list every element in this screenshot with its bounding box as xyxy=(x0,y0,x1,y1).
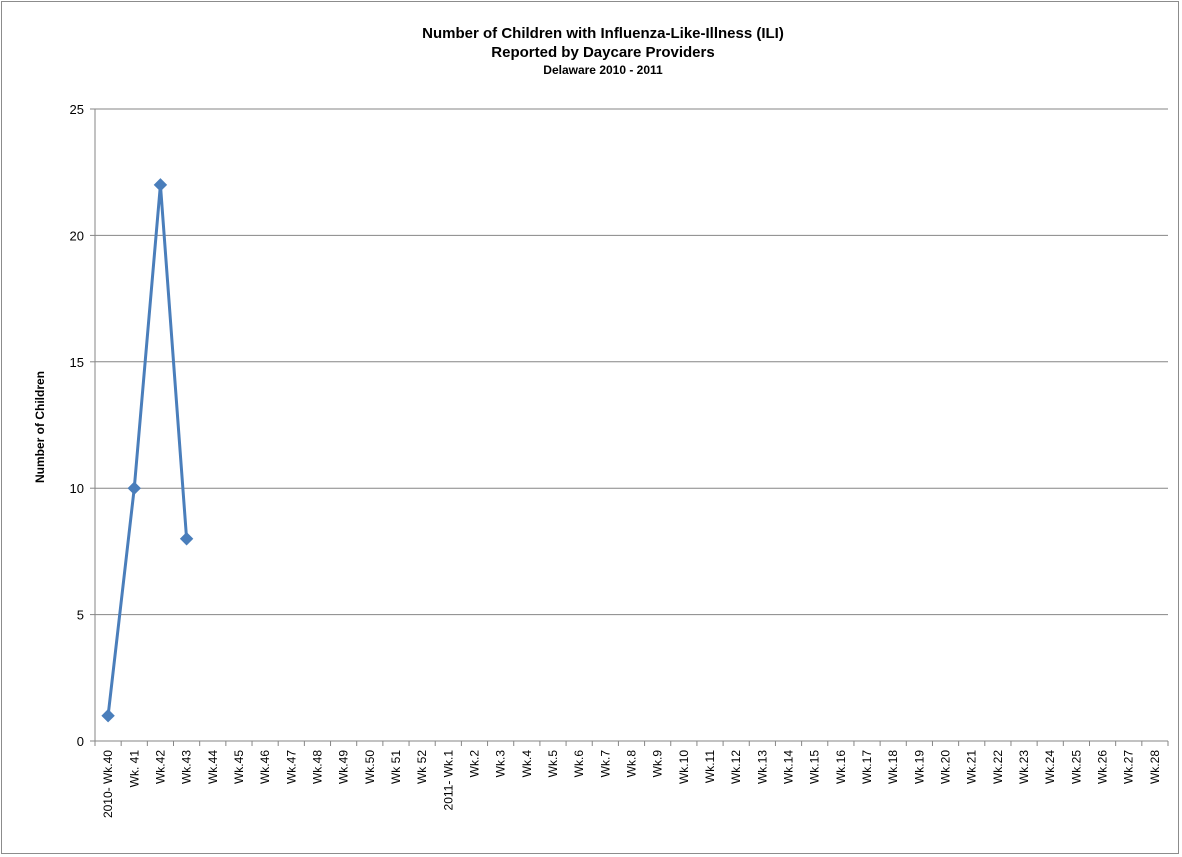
x-tick-label: Wk 51 xyxy=(389,750,403,784)
x-tick-label: Wk.2 xyxy=(467,750,481,778)
x-tick-label: Wk.3 xyxy=(494,750,508,778)
y-tick-label-25: 25 xyxy=(70,102,84,117)
x-tick-label: Wk.7 xyxy=(598,750,612,778)
x-tick-label: Wk.19 xyxy=(912,750,926,784)
x-tick-label: Wk 52 xyxy=(415,750,429,784)
x-tick-label: Wk.25 xyxy=(1069,750,1083,784)
chart-subtitle-2: Delaware 2010 - 2011 xyxy=(543,63,663,77)
x-tick-label: Wk.45 xyxy=(232,750,246,784)
chart-title: Number of Children with Influenza-Like-I… xyxy=(422,25,784,42)
x-tick-label: Wk.24 xyxy=(1043,750,1057,784)
y-tick-label-5: 5 xyxy=(77,608,84,623)
y-tick-label-10: 10 xyxy=(70,481,84,496)
x-tick-label: Wk.27 xyxy=(1122,750,1136,784)
x-tick-label: Wk.22 xyxy=(991,750,1005,784)
x-tick-label: Wk.8 xyxy=(625,750,639,778)
x-tick-label: Wk. 41 xyxy=(127,750,141,788)
x-tick-label: Wk.46 xyxy=(258,750,272,784)
y-tick-label-0: 0 xyxy=(77,734,84,749)
series-layer xyxy=(101,178,194,723)
x-tick-label: Wk.23 xyxy=(1017,750,1031,784)
x-tick-label: Wk.28 xyxy=(1148,750,1162,784)
series-line xyxy=(106,183,189,716)
x-tick-label: Wk.13 xyxy=(755,750,769,784)
x-tick-label: Wk.6 xyxy=(572,750,586,778)
axes xyxy=(90,108,1169,746)
y-tick-label-15: 15 xyxy=(70,355,84,370)
gridlines xyxy=(95,108,1168,616)
data-point-marker xyxy=(127,481,141,495)
x-tick-label: Wk.47 xyxy=(284,750,298,784)
y-axis-title: Number of Children xyxy=(33,371,47,483)
x-tick-label: Wk.48 xyxy=(310,750,324,784)
x-tick-labels: 2010- Wk.40 Wk. 41 Wk.42 Wk.43 Wk.44 Wk.45 Wk.… xyxy=(101,750,1162,818)
x-tick-label: Wk.15 xyxy=(808,750,822,784)
x-tick-label: Wk.14 xyxy=(782,750,796,784)
x-tick-label: Wk.21 xyxy=(965,750,979,784)
x-tick-label: Wk.11 xyxy=(703,750,717,783)
x-tick-label: Wk.10 xyxy=(677,750,691,784)
x-tick-label: Wk.12 xyxy=(729,750,743,784)
x-tick-label: Wk.17 xyxy=(860,750,874,784)
data-point-marker xyxy=(153,178,168,192)
x-tick-label: Wk.4 xyxy=(520,750,534,778)
x-tick-label: Wk.5 xyxy=(546,750,560,778)
y-tick-labels: 0 5 10 15 20 25 xyxy=(70,102,84,749)
x-tick-label: Wk.9 xyxy=(651,750,665,778)
x-tick-label: Wk.50 xyxy=(363,750,377,784)
y-tick-label-20: 20 xyxy=(70,228,84,243)
chart-subtitle: Reported by Daycare Providers xyxy=(491,44,714,61)
x-tick-label: Wk.44 xyxy=(206,750,220,784)
x-tick-label: Wk.20 xyxy=(939,750,953,784)
x-tick-label: 2011- Wk.1 xyxy=(441,750,455,811)
x-tick-label: Wk.42 xyxy=(153,750,167,784)
x-tick-label: Wk.18 xyxy=(886,750,900,784)
x-tick-label: Wk.49 xyxy=(337,750,351,784)
x-tick-label: Wk.26 xyxy=(1096,750,1110,784)
data-point-marker xyxy=(179,532,194,546)
data-point-marker xyxy=(101,709,115,723)
x-tick-label: 2010- Wk.40 xyxy=(101,750,115,818)
x-tick-label: Wk.43 xyxy=(180,750,194,784)
x-tick-label: Wk.16 xyxy=(834,750,848,784)
